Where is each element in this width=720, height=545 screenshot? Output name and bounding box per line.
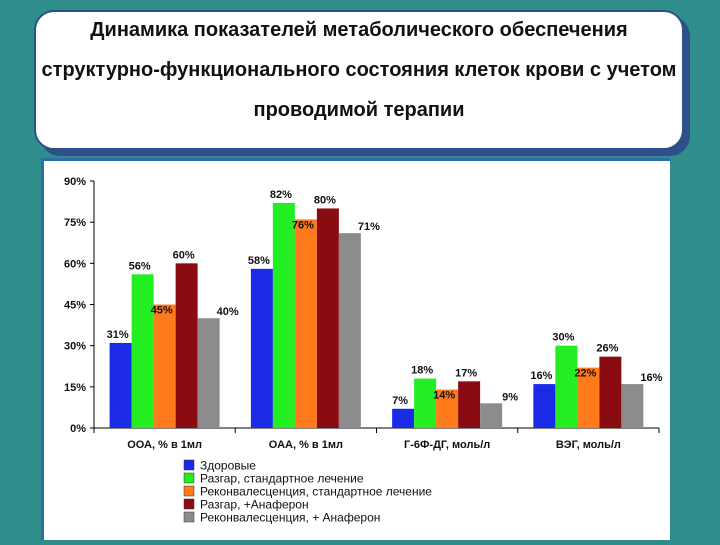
bar — [316, 208, 339, 428]
data-label: 9% — [502, 391, 518, 403]
data-label: 14% — [433, 390, 455, 402]
y-tick-label: 15% — [64, 382, 86, 394]
data-label: 71% — [358, 221, 380, 233]
data-label: 76% — [292, 219, 314, 231]
x-tick-label: ОАА, % в 1мл — [269, 439, 343, 451]
y-tick-label: 30% — [64, 341, 86, 353]
data-label: 16% — [530, 370, 552, 382]
page-title: Динамика показателей метаболического обе… — [41, 19, 677, 121]
legend-label: Реконвалесценция, + Анаферон — [200, 511, 380, 525]
legend-swatch — [183, 459, 195, 471]
x-tick-label: Г-6Ф-ДГ, моль/л — [404, 439, 490, 451]
data-label: 82% — [270, 189, 292, 201]
data-label: 31% — [107, 329, 129, 341]
bar — [621, 384, 644, 428]
data-label: 30% — [552, 332, 574, 344]
bar — [458, 381, 481, 428]
legend-label: Реконвалесценция, стандартное лечение — [200, 485, 432, 499]
y-tick-label: 90% — [64, 176, 86, 188]
legend-label: Здоровые — [200, 459, 256, 473]
bar — [153, 304, 176, 428]
legend-swatch — [183, 472, 195, 484]
legend-swatch — [183, 485, 195, 497]
bar-chart: 0% 15% 30% 45% 60% 75% 90% ООА, % в 1мл 31% 56% 45… — [64, 176, 663, 525]
bar — [392, 408, 415, 428]
data-label: 40% — [217, 306, 239, 318]
data-label: 7% — [392, 395, 408, 407]
bar — [294, 219, 317, 428]
bar — [175, 263, 198, 428]
bar — [197, 318, 220, 428]
y-tick-label: 0% — [70, 423, 86, 435]
legend-swatch — [183, 498, 195, 510]
bar — [599, 356, 622, 428]
bar — [533, 384, 556, 428]
y-tick-label: 60% — [64, 258, 86, 270]
legend-swatch — [183, 511, 195, 523]
x-tick-label: ВЭГ, моль/л — [556, 439, 621, 451]
bar — [338, 233, 361, 428]
data-label: 56% — [129, 260, 151, 272]
bar — [436, 389, 459, 428]
data-label: 58% — [248, 255, 270, 267]
legend-label: Разгар, стандартное лечение — [200, 472, 364, 486]
x-tick-label: ООА, % в 1мл — [127, 439, 202, 451]
data-label: 17% — [455, 367, 477, 379]
bar — [109, 342, 132, 428]
bar — [250, 268, 273, 428]
bar — [131, 274, 154, 428]
bar — [414, 378, 437, 428]
bar — [577, 367, 600, 428]
bar — [480, 403, 503, 428]
bar — [555, 345, 578, 428]
y-tick-label: 45% — [64, 300, 86, 312]
data-label: 18% — [411, 365, 433, 377]
bar — [272, 202, 295, 428]
legend-label: Разгар, +Анаферон — [200, 498, 309, 512]
y-tick-label: 75% — [64, 217, 86, 229]
data-label: 22% — [574, 368, 596, 380]
data-label: 80% — [314, 194, 336, 206]
data-label: 16% — [640, 372, 662, 384]
chart-panel: 0% 15% 30% 45% 60% 75% 90% ООА, % в 1мл 31% 56% 45… — [41, 158, 670, 540]
title-box — [34, 10, 684, 150]
data-label: 60% — [173, 249, 195, 261]
data-label: 45% — [151, 305, 173, 317]
data-label: 26% — [596, 343, 618, 355]
